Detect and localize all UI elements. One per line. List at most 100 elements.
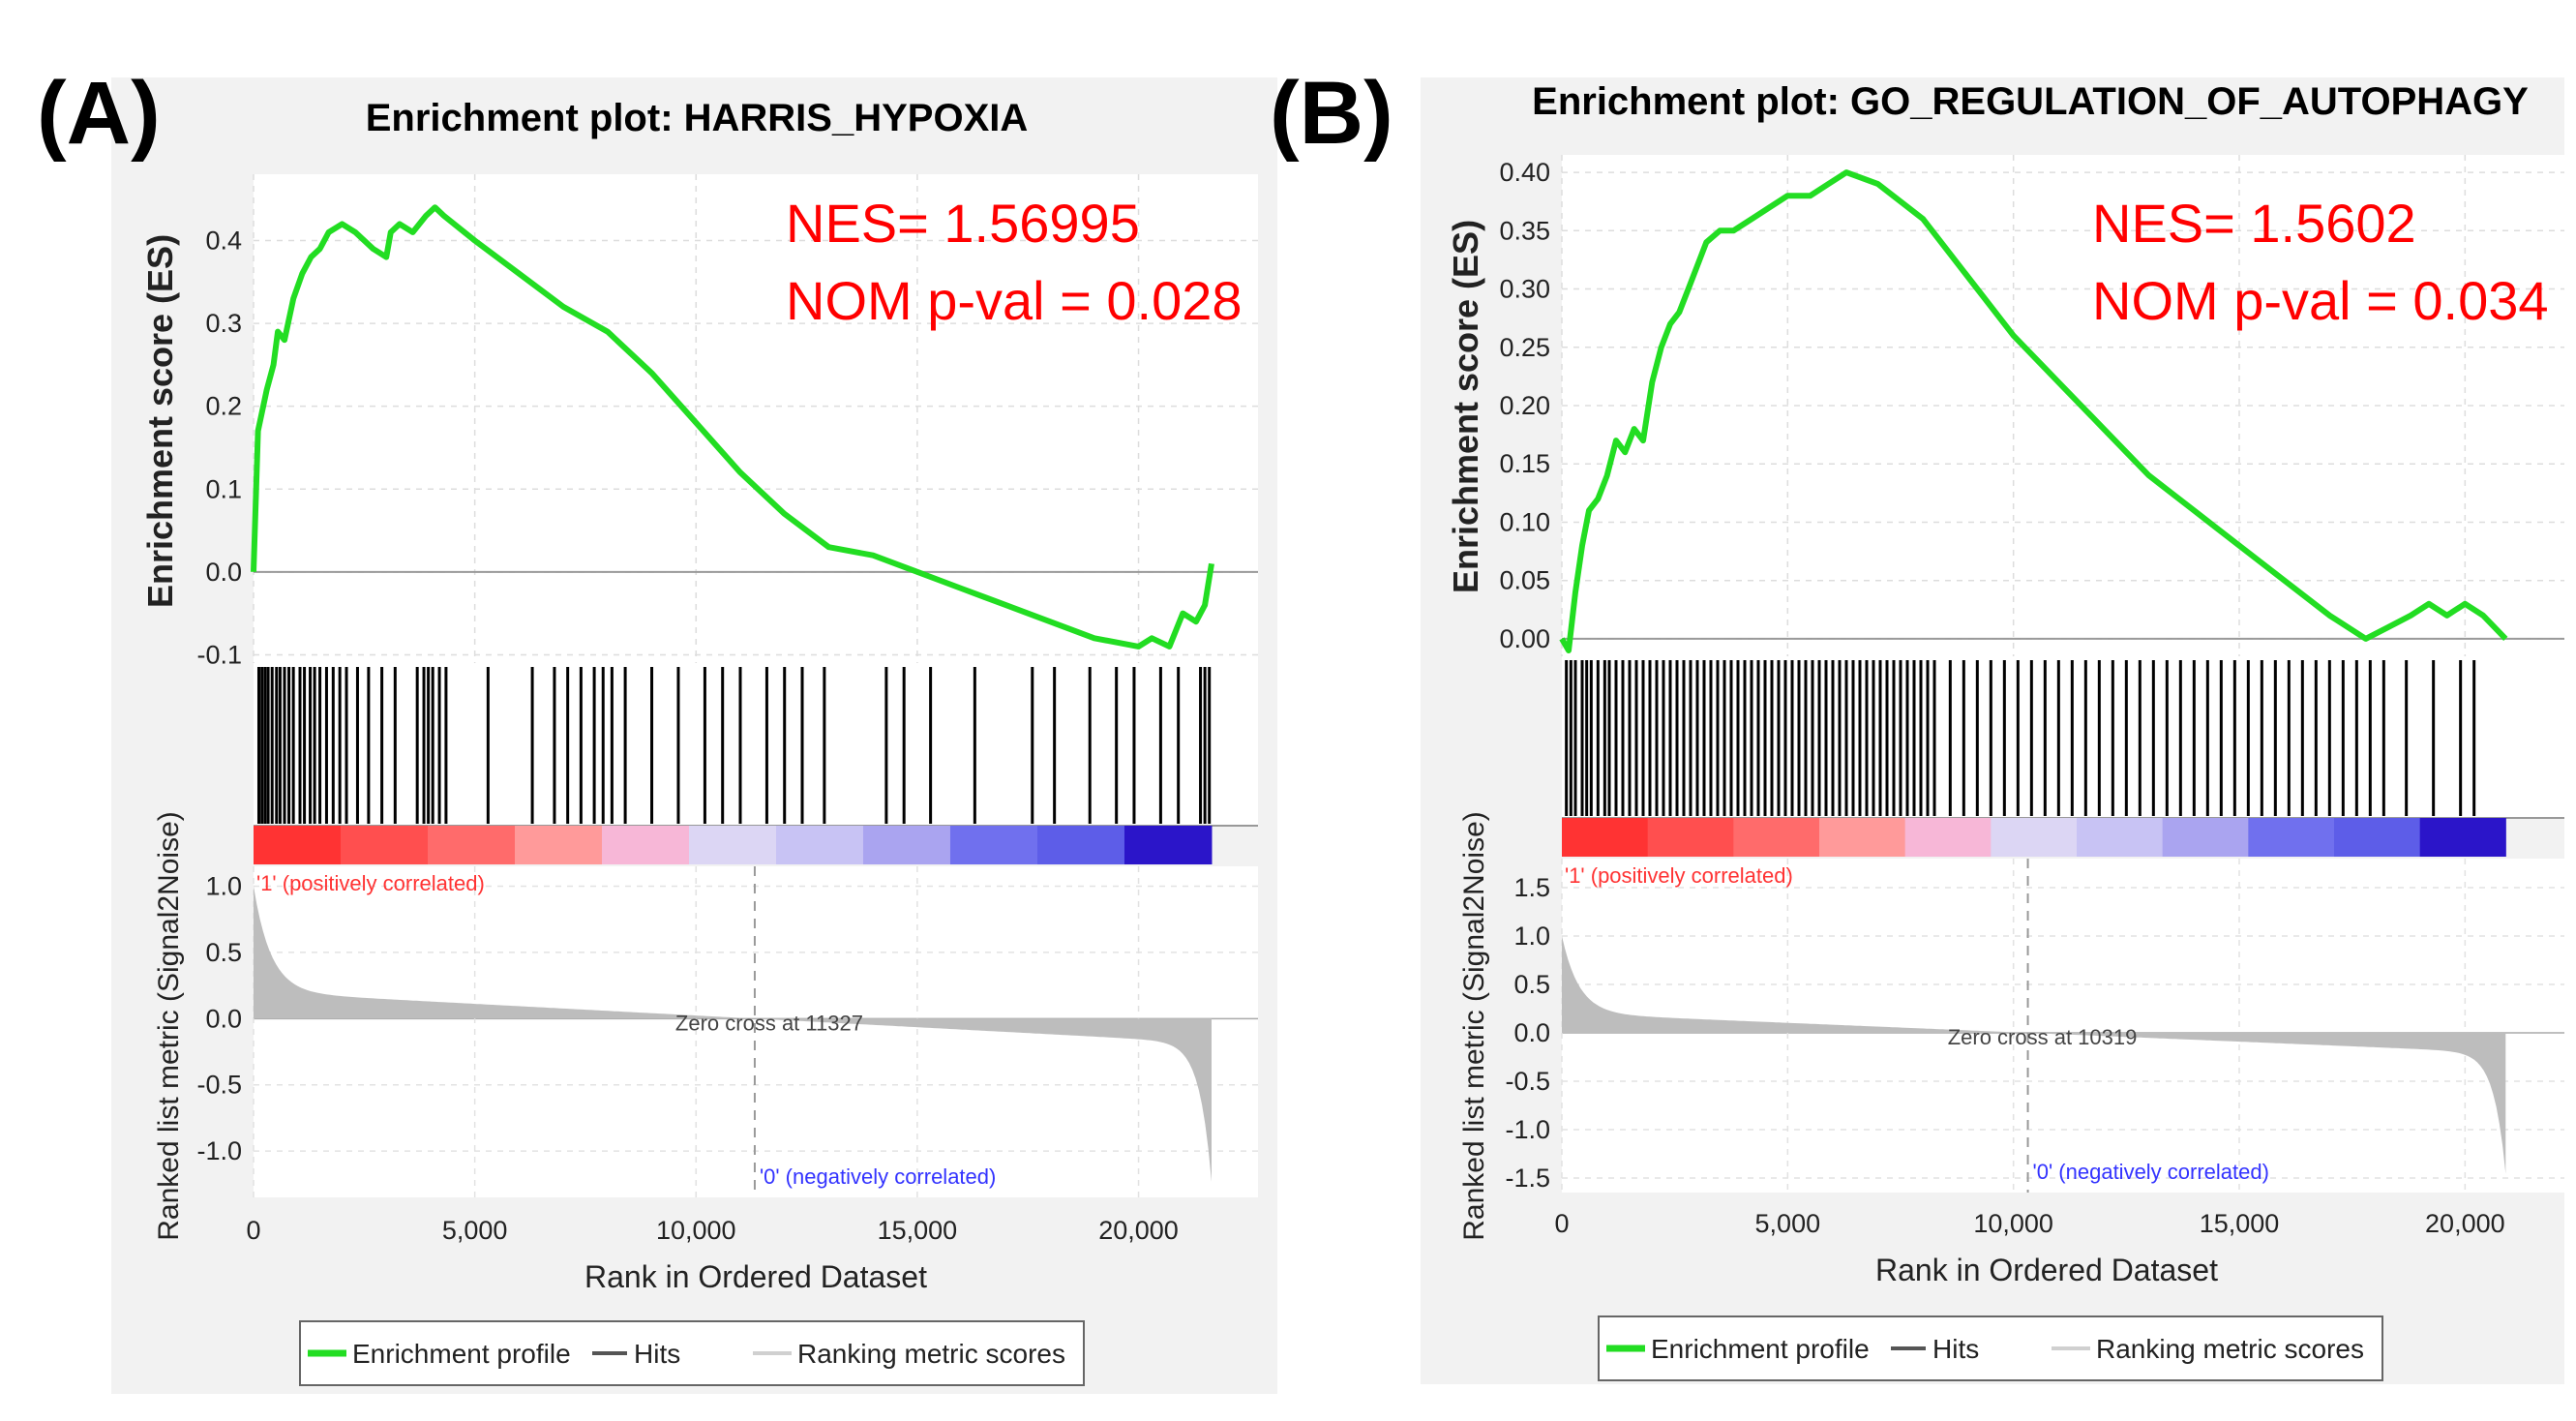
panel-b-es-ytick-label: 0.35 bbox=[1499, 216, 1550, 245]
panel-a-metric-ylabel: Ranked list metric (Signal2Noise) bbox=[153, 811, 185, 1241]
panel-b-metric-ytick-label: 0.0 bbox=[1513, 1018, 1550, 1047]
panel-a-heatmap-segment bbox=[949, 826, 1038, 864]
panel-b-metric-ytick-label: 0.5 bbox=[1513, 970, 1550, 999]
panel-a-heatmap-bar bbox=[254, 826, 1213, 864]
panel-b-xtick-label: 10,000 bbox=[1973, 1209, 2053, 1238]
panel-a-metric-ytick-label: 0.0 bbox=[205, 1004, 242, 1033]
panel-b-heatmap-segment bbox=[1991, 818, 2078, 857]
panel-a-legend: Enrichment profile Hits Ranking metric s… bbox=[299, 1320, 1085, 1386]
panel-a-metric-ytick-label: -0.5 bbox=[196, 1071, 242, 1100]
panel-a-es-ytick-label: 0.2 bbox=[205, 392, 242, 421]
panel-a-hits bbox=[256, 667, 1212, 824]
panel-b-es-ytick-label: 0.05 bbox=[1499, 566, 1550, 595]
panel-b-heatmap-segment bbox=[1647, 818, 1734, 857]
panel-b-xtick-label: 20,000 bbox=[2425, 1209, 2505, 1238]
panel-b-heatmap-segment bbox=[1904, 818, 1992, 857]
panel-b-zero-cross-label: Zero cross at 10319 bbox=[1948, 1025, 2138, 1049]
panel-b-hits bbox=[1565, 660, 2476, 816]
panel-b-heatmap-segment bbox=[2248, 818, 2335, 857]
panel-a-heatmap-segment bbox=[340, 826, 429, 864]
panel-b-hits-area bbox=[1562, 656, 2564, 818]
panel-a-legend-metric: Ranking metric scores bbox=[797, 1339, 1065, 1369]
panel-a-label: (A) bbox=[37, 64, 161, 163]
panel-b-negative-label: '0' (negatively correlated) bbox=[2033, 1160, 2269, 1184]
panel-a-xtick-label: 15,000 bbox=[878, 1216, 958, 1245]
panel-b-heatmap-segment bbox=[1819, 818, 1906, 857]
panel-b-xticks: 0 5,000 10,000 15,000 20,000 bbox=[1554, 1209, 2504, 1238]
panel-b-es-ytick-label: 0.25 bbox=[1499, 333, 1550, 362]
panel-a-metric-yticks: -1.0 -0.5 0.0 0.5 1.0 bbox=[196, 872, 242, 1166]
panel-b-nes: NES= 1.5602 bbox=[2092, 193, 2416, 254]
panel-b-es-line bbox=[1559, 169, 2508, 653]
panel-a-heatmap-segment bbox=[775, 826, 864, 864]
panel-a-pval: NOM p-val = 0.028 bbox=[786, 270, 1243, 331]
panel-a-xtick-label: 5,000 bbox=[442, 1216, 508, 1245]
panel-b-metric-ytick-label: 1.0 bbox=[1513, 922, 1550, 951]
panel-b-heatmap-segment bbox=[2077, 818, 2164, 857]
panel-b-xtick-label: 15,000 bbox=[2200, 1209, 2280, 1238]
panel-b-heatmap-segment bbox=[1733, 818, 1820, 857]
panel-b-title: Enrichment plot: GO_REGULATION_OF_AUTOPH… bbox=[1532, 80, 2529, 123]
panel-b-es-ytick-label: 0.40 bbox=[1499, 158, 1550, 187]
panel-b-heatmap-bar bbox=[1562, 818, 2506, 857]
panel-a-title: Enrichment plot: HARRIS_HYPOXIA bbox=[366, 97, 1029, 139]
panel-b-xlabel: Rank in Ordered Dataset bbox=[1875, 1253, 2218, 1287]
panel-a-es-ytick-label: 0.1 bbox=[205, 474, 242, 503]
panel-a-metric-ytick-label: 1.0 bbox=[205, 872, 242, 901]
panel-b-legend-metric: Ranking metric scores bbox=[2096, 1334, 2364, 1364]
panel-a-es-plot-area bbox=[254, 174, 1258, 663]
panel-a-heatmap-segment bbox=[688, 826, 777, 864]
panel-a: (A) Enrichment plot: HARRIS_HYPOXIA -0.1… bbox=[37, 64, 1277, 1394]
panel-a-heatmap-segment bbox=[427, 826, 516, 864]
panel-a-legend-hits: Hits bbox=[634, 1339, 680, 1369]
panel-a-negative-label: '0' (negatively correlated) bbox=[760, 1164, 996, 1189]
panel-b-positive-label: '1' (positively correlated) bbox=[1565, 863, 1793, 888]
panel-a-es-ytick-label: 0.0 bbox=[205, 558, 242, 587]
panel-a-es-ylabel: Enrichment score (ES) bbox=[140, 234, 180, 608]
panel-a-es-ytick-label: 0.4 bbox=[205, 226, 242, 255]
panel-b-metric-ytick-label: -1.5 bbox=[1505, 1164, 1550, 1193]
panel-b: (B) Enrichment plot: GO_REGULATION_OF_AU… bbox=[1270, 64, 2564, 1384]
panel-b-heatmap-segment bbox=[2419, 818, 2506, 857]
panel-b-metric-ytick-label: -1.0 bbox=[1505, 1115, 1550, 1144]
panel-b-xtick-label: 5,000 bbox=[1755, 1209, 1821, 1238]
panel-a-xtick-label: 0 bbox=[246, 1216, 260, 1245]
panel-b-metric-ytick-label: 1.5 bbox=[1513, 873, 1550, 902]
panel-b-legend-hits: Hits bbox=[1932, 1334, 1979, 1364]
panel-b-es-ytick-label: 0.15 bbox=[1499, 449, 1550, 478]
panel-b-metric-ylabel: Ranked list metric (Signal2Noise) bbox=[1458, 811, 1490, 1241]
panel-b-es-ylabel: Enrichment score (ES) bbox=[1446, 220, 1485, 593]
panel-b-es-ytick-label: 0.30 bbox=[1499, 275, 1550, 304]
panel-b-heatmap-segment bbox=[2162, 818, 2249, 857]
panel-a-es-ytick-label: 0.3 bbox=[205, 309, 242, 338]
panel-a-xlabel: Rank in Ordered Dataset bbox=[584, 1259, 927, 1294]
panel-b-es-ytick-label: 0.10 bbox=[1499, 507, 1550, 536]
panel-a-heatmap-segment bbox=[1123, 826, 1213, 864]
panel-b-es-ytick-label: 0.20 bbox=[1499, 391, 1550, 420]
panel-a-hits-area bbox=[254, 663, 1258, 826]
panel-a-xtick-label: 10,000 bbox=[656, 1216, 736, 1245]
panel-b-legend: Enrichment profile Hits Ranking metric s… bbox=[1598, 1315, 2383, 1381]
panel-a-positive-label: '1' (positively correlated) bbox=[256, 871, 485, 895]
panel-a-heatmap-segment bbox=[601, 826, 690, 864]
panel-a-nes: NES= 1.56995 bbox=[786, 193, 1140, 254]
panel-b-metric-yticks: -1.5 -1.0 -0.5 0.0 0.5 1.0 1.5 bbox=[1505, 873, 1550, 1193]
panel-a-heatmap-segment bbox=[1036, 826, 1125, 864]
panel-a-xtick-label: 20,000 bbox=[1098, 1216, 1179, 1245]
panel-a-legend-box bbox=[299, 1320, 1085, 1386]
panel-b-label: (B) bbox=[1270, 64, 1393, 163]
panel-b-es-ytick-label: 0.00 bbox=[1499, 624, 1550, 653]
panel-b-metric-ytick-label: -0.5 bbox=[1505, 1067, 1550, 1096]
panel-a-es-ytick-label: -0.1 bbox=[196, 640, 242, 669]
panel-a-heatmap-segment bbox=[514, 826, 603, 864]
panel-a-heatmap-segment bbox=[862, 826, 951, 864]
panel-a-metric-ytick-label: -1.0 bbox=[196, 1136, 242, 1165]
panel-a-metric-ytick-label: 0.5 bbox=[205, 938, 242, 967]
panel-a-zero-cross-label: Zero cross at 11327 bbox=[675, 1011, 863, 1035]
panel-a-es-line bbox=[251, 204, 1214, 650]
panel-a-xticks: 0 5,000 10,000 15,000 20,000 bbox=[246, 1216, 1178, 1245]
panel-a-legend-es: Enrichment profile bbox=[352, 1339, 571, 1369]
panel-b-heatmap-segment bbox=[1562, 818, 1649, 857]
panel-b-pval: NOM p-val = 0.034 bbox=[2092, 270, 2549, 331]
